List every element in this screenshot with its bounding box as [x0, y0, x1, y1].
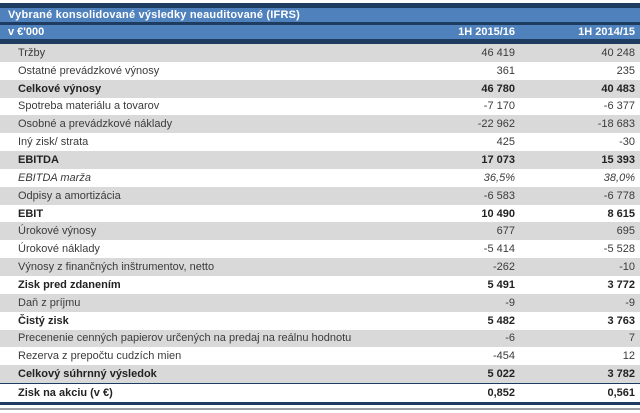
- table-row: Zisk pred zdanením 5 491 3 772: [0, 275, 640, 294]
- table-row: Daň z príjmu -9 -9: [0, 293, 640, 312]
- row-value-1h-2015-16: 361: [496, 64, 515, 77]
- row-label: Čistý zisk: [18, 314, 69, 327]
- row-value-1h-2015-16: 5 482: [487, 314, 515, 327]
- top-spacer: [0, 0, 640, 3]
- title-separator-rule: [0, 22, 640, 25]
- row-value-1h-2015-16: -22 962: [477, 118, 515, 131]
- row-value-1h-2014-15: 235: [616, 64, 635, 77]
- table-row: EBIT 10 490 8 615: [0, 204, 640, 223]
- table-row: Výnosy z finančných inštrumentov, netto -…: [0, 258, 640, 276]
- row-label: Iný zisk/ strata: [18, 136, 89, 149]
- row-value-1h-2015-16: 46 419: [481, 46, 515, 59]
- row-value-1h-2015-16: 5 491: [487, 278, 515, 291]
- row-label: Daň z príjmu: [18, 296, 81, 309]
- table-row: Zisk na akciu (v €) 0,852 0,561: [0, 383, 640, 402]
- row-value-1h-2015-16: -6: [505, 332, 515, 345]
- top-rule: [0, 3, 640, 8]
- row-value-1h-2014-15: -6 377: [603, 100, 635, 113]
- row-value-1h-2014-15: 695: [616, 225, 635, 238]
- header-separator-rule: [0, 39, 640, 44]
- table-row: Osobné a prevádzkové náklady -22 962 -18 6…: [0, 115, 640, 134]
- row-value-1h-2014-15: -5 528: [603, 243, 635, 256]
- row-value-1h-2014-15: 8 615: [607, 207, 635, 220]
- bottom-gap: [0, 405, 640, 408]
- row-label: Osobné a prevádzkové náklady: [18, 118, 173, 131]
- row-value-1h-2014-15: 7: [628, 332, 635, 345]
- table-title: Vybrané konsolidované výsledky neauditov…: [8, 9, 301, 21]
- table-row: Čistý zisk 5 482 3 763: [0, 311, 640, 330]
- column-header-1h-2014-15: 1H 2014/15: [578, 26, 635, 38]
- row-value-1h-2015-16: -6 583: [483, 189, 515, 202]
- row-value-1h-2014-15: 3 782: [607, 368, 635, 381]
- table-row: EBITDA marža 36,5% 38,0%: [0, 168, 640, 187]
- row-label: Rezerva z prepočtu cudzích mien: [18, 350, 182, 363]
- row-label: Spotreba materiálu a tovarov: [18, 100, 160, 113]
- table-row: Tržby 46 419 40 248: [0, 44, 640, 62]
- bottom-rule-thick: [0, 402, 640, 405]
- row-label: Tržby: [18, 46, 46, 59]
- row-value-1h-2014-15: 0,561: [607, 386, 635, 399]
- row-label: Zisk na akciu (v €): [18, 386, 113, 399]
- row-label: Ostatné prevádzkové výnosy: [18, 64, 160, 77]
- table-row: Rezerva z prepočtu cudzích mien -454 12: [0, 347, 640, 366]
- row-value-1h-2015-16: -262: [492, 261, 515, 274]
- row-value-1h-2015-16: 677: [496, 225, 515, 238]
- table-row: Spotreba materiálu a tovarov -7 170 -6 377: [0, 97, 640, 116]
- column-header-units: v €'000: [8, 26, 45, 38]
- row-value-1h-2014-15: -30: [619, 136, 635, 149]
- row-value-1h-2014-15: -18 683: [597, 118, 635, 131]
- table-row: Iný zisk/ strata 425 -30: [0, 133, 640, 152]
- row-value-1h-2015-16: 0,852: [487, 386, 515, 399]
- row-value-1h-2014-15: 40 248: [601, 46, 635, 59]
- bottom-spacer: [0, 410, 640, 413]
- table-row: Ostatné prevádzkové výnosy 361 235: [0, 61, 640, 80]
- row-value-1h-2015-16: -5 414: [483, 243, 515, 256]
- row-label: Celkové výnosy: [18, 82, 102, 95]
- row-label: EBITDA: [18, 153, 59, 166]
- row-value-1h-2014-15: 40 483: [601, 82, 635, 95]
- table-row: Úrokové náklady -5 414 -5 528: [0, 240, 640, 259]
- row-value-1h-2014-15: 38,0%: [603, 171, 635, 184]
- row-label: EBITDA marža: [18, 171, 91, 184]
- row-value-1h-2015-16: -454: [492, 350, 515, 363]
- row-value-1h-2014-15: 3 763: [607, 314, 635, 327]
- table-row: Celkový súhrnný výsledok 5 022 3 782: [0, 365, 640, 384]
- column-header-1h-2015-16: 1H 2015/16: [458, 26, 515, 38]
- row-value-1h-2014-15: 3 772: [607, 278, 635, 291]
- table-row: Celkové výnosy 46 780 40 483: [0, 79, 640, 98]
- row-value-1h-2015-16: 17 073: [481, 153, 515, 166]
- column-header-row: v €'000 1H 2015/16 1H 2014/15: [0, 25, 640, 39]
- row-label: Výnosy z finančných inštrumentov, netto: [18, 261, 215, 274]
- row-value-1h-2014-15: -10: [619, 261, 635, 274]
- row-label: EBIT: [18, 207, 44, 220]
- row-value-1h-2014-15: 12: [622, 350, 635, 363]
- table-row: Odpisy a amortizácia -6 583 -6 778: [0, 186, 640, 205]
- bottom-rule-thin: [0, 408, 640, 410]
- table-row: Precenenie cenných papierov určených na …: [0, 329, 640, 348]
- table-body: Tržby 46 419 40 248 Ostatné prevádzkové výn…: [0, 44, 640, 402]
- row-label: Odpisy a amortizácia: [18, 189, 121, 202]
- row-value-1h-2015-16: -9: [505, 296, 515, 309]
- table-row: EBITDA 17 073 15 393: [0, 151, 640, 169]
- row-value-1h-2015-16: -7 170: [483, 100, 515, 113]
- row-value-1h-2014-15: 15 393: [601, 153, 635, 166]
- row-value-1h-2015-16: 46 780: [481, 82, 515, 95]
- row-value-1h-2014-15: -6 778: [603, 189, 635, 202]
- row-value-1h-2015-16: 425: [496, 136, 515, 149]
- row-value-1h-2015-16: 5 022: [487, 368, 515, 381]
- table-title-bar: Vybrané konsolidované výsledky neauditov…: [0, 8, 640, 22]
- row-value-1h-2014-15: -9: [625, 296, 635, 309]
- row-label: Úrokové výnosy: [18, 225, 97, 238]
- row-value-1h-2015-16: 10 490: [481, 207, 515, 220]
- row-label: Precenenie cenných papierov určených na …: [18, 332, 352, 345]
- row-label: Úrokové náklady: [18, 243, 100, 256]
- row-label: Celkový súhrnný výsledok: [18, 368, 157, 381]
- table-row: Úrokové výnosy 677 695: [0, 222, 640, 241]
- row-label: Zisk pred zdanením: [18, 278, 121, 291]
- row-value-1h-2015-16: 36,5%: [483, 171, 515, 184]
